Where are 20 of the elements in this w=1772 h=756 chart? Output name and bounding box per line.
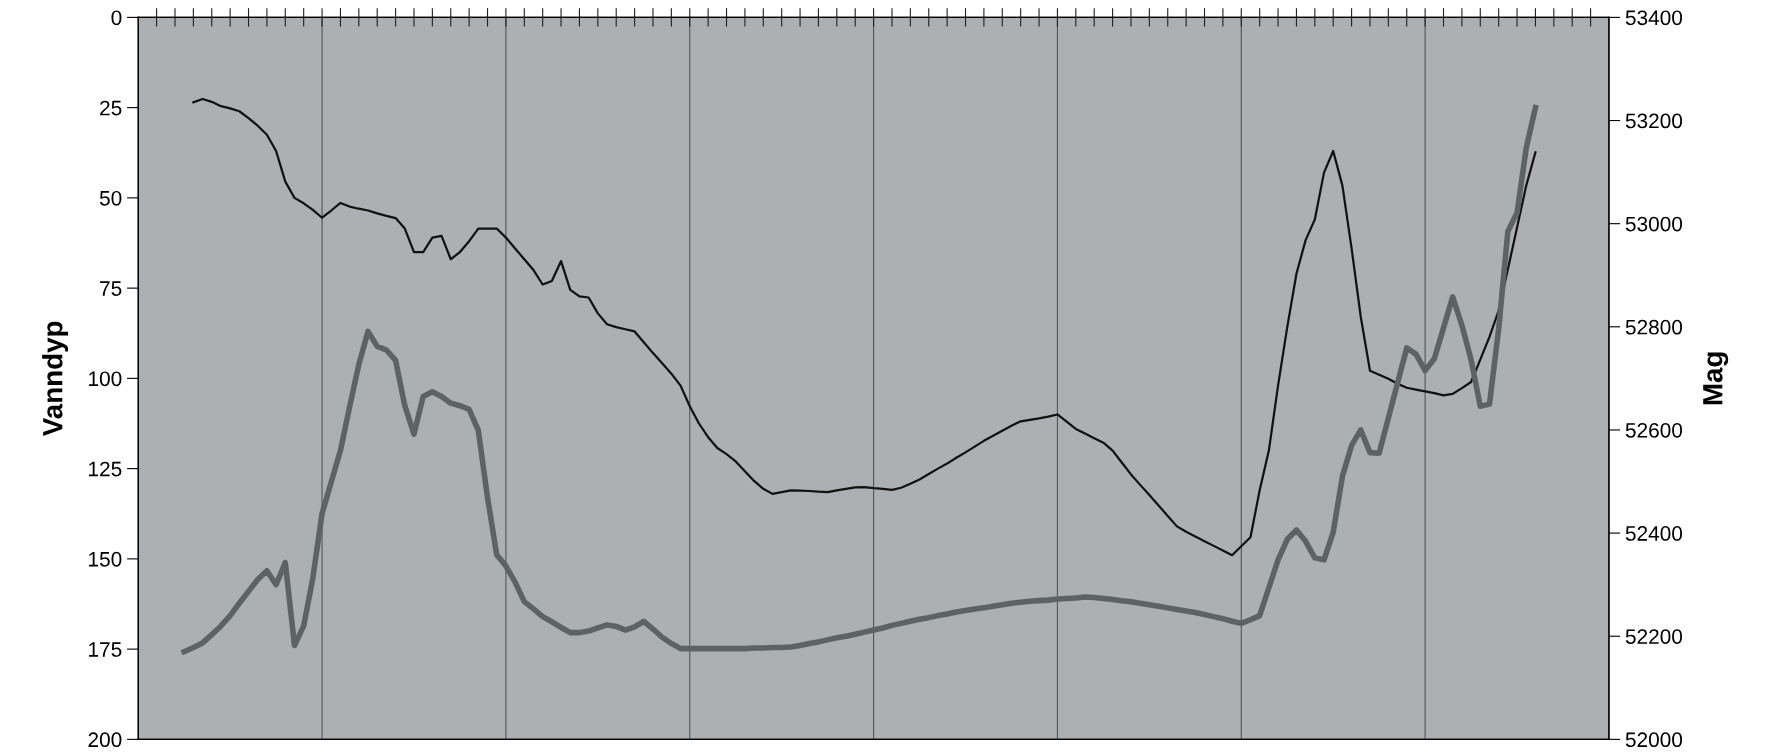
- y-axis-title: Vanndyp: [42, 321, 69, 437]
- y2-tick-label: 52600: [1625, 422, 1683, 438]
- line-series: [192, 97, 1537, 557]
- y2-tick-label: 53200: [1625, 113, 1683, 129]
- y-tick-label: 100: [89, 371, 122, 387]
- y2-tick-label: 52200: [1625, 629, 1683, 644]
- y2-tick-label: 53000: [1625, 216, 1683, 232]
- y-tick-label: 150: [89, 551, 122, 567]
- y2-tick-label: 52800: [1625, 319, 1683, 335]
- y2-tick-label: 52000: [1625, 732, 1683, 748]
- y-tick-label: 175: [89, 642, 122, 657]
- y-tick-label: 125: [89, 461, 122, 477]
- y-tick-label: 75: [100, 281, 122, 296]
- y-tick-label: 50: [99, 190, 122, 206]
- y-tick-label: 25: [100, 100, 122, 116]
- y2-axis-title: Mag: [1703, 352, 1729, 405]
- y2-tick-label: 52400: [1625, 526, 1683, 541]
- y-tick-label: 0: [111, 10, 122, 26]
- y2-tick-label: 53400: [1625, 10, 1683, 26]
- y-tick-label: 200: [88, 732, 122, 748]
